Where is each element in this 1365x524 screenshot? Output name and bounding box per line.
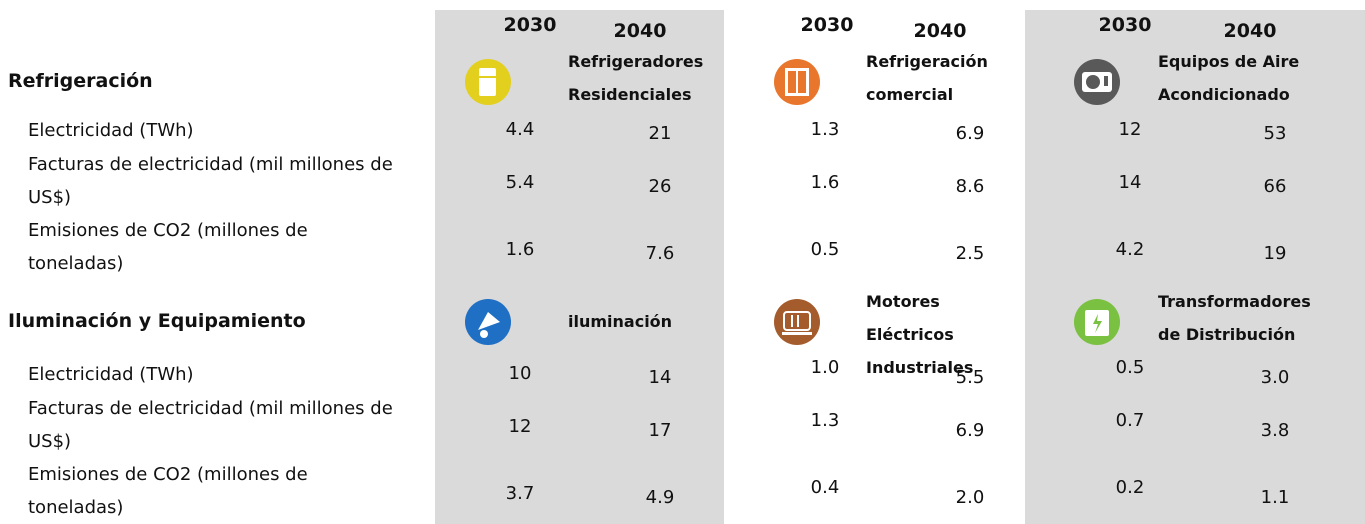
year-header: 2040	[613, 20, 667, 42]
cell-value: 0.4	[810, 477, 840, 498]
product-name: Equipos de Aire Acondicionado	[1158, 52, 1300, 104]
year-header: 2030	[1098, 14, 1152, 36]
year-header: 2030	[503, 14, 557, 36]
cell-value: 3.7	[505, 483, 535, 504]
cell-value: 5.5	[955, 367, 985, 388]
product-name: Transformadores de Distribución	[1158, 292, 1311, 344]
row-label: Electricidad (TWh)	[28, 120, 194, 141]
cell-value: 3.0	[1260, 367, 1290, 388]
year-header: 2040	[913, 20, 967, 42]
cell-value: 12	[1118, 119, 1142, 140]
cell-value: 26	[648, 176, 672, 197]
cell-value: 3.8	[1260, 420, 1290, 441]
cell-value: 14	[1118, 172, 1142, 193]
ac-icon	[1074, 59, 1120, 105]
cell-value: 8.6	[955, 176, 985, 197]
cell-value: 1.6	[505, 239, 535, 260]
cell-value: 0.7	[1115, 410, 1145, 431]
cell-value: 14	[648, 367, 672, 388]
year-header: 2040	[1223, 20, 1277, 42]
motor-icon	[774, 299, 820, 345]
lighting-icon	[465, 299, 511, 345]
section-title: Iluminación y Equipamiento	[8, 310, 306, 332]
product-name: Refrigeradores Residenciales	[568, 52, 704, 104]
cell-value: 12	[508, 416, 532, 437]
cell-value: 2.5	[955, 243, 985, 264]
commercial-fridge-icon	[774, 59, 820, 105]
cell-value: 1.0	[810, 357, 840, 378]
row-label: Emisiones de CO2 (millones de toneladas)	[28, 220, 308, 274]
cell-value: 19	[1263, 243, 1287, 264]
cell-value: 53	[1263, 123, 1287, 144]
cell-value: 1.1	[1260, 487, 1290, 508]
product-name: Refrigeración comercial	[866, 52, 988, 104]
cell-value: 0.5	[810, 239, 840, 260]
cell-value: 17	[648, 420, 672, 441]
cell-value: 7.6	[645, 243, 675, 264]
cell-value: 1.6	[810, 172, 840, 193]
section-title: Refrigeración	[8, 70, 153, 92]
cell-value: 21	[648, 123, 672, 144]
cell-value: 0.5	[1115, 357, 1145, 378]
cell-value: 1.3	[810, 410, 840, 431]
cell-value: 66	[1263, 176, 1287, 197]
cell-value: 1.3	[810, 119, 840, 140]
cell-value: 6.9	[955, 123, 985, 144]
cell-value: 5.4	[505, 172, 535, 193]
year-header: 2030	[800, 14, 854, 36]
row-label: Emisiones de CO2 (millones de toneladas)	[28, 464, 308, 518]
row-label: Electricidad (TWh)	[28, 364, 194, 385]
product-name: Motores Eléctricos Industriales	[866, 292, 974, 377]
cell-value: 4.2	[1115, 239, 1145, 260]
cell-value: 10	[508, 363, 532, 384]
product-name: iluminación	[568, 312, 673, 331]
cell-value: 6.9	[955, 420, 985, 441]
fridge-icon	[465, 59, 511, 105]
cell-value: 4.4	[505, 119, 535, 140]
cell-value: 4.9	[645, 487, 675, 508]
cell-value: 2.0	[955, 487, 985, 508]
transformer-icon	[1074, 299, 1120, 345]
row-label: Facturas de electricidad (mil millones d…	[28, 398, 393, 452]
row-label: Facturas de electricidad (mil millones d…	[28, 154, 393, 208]
cell-value: 0.2	[1115, 477, 1145, 498]
